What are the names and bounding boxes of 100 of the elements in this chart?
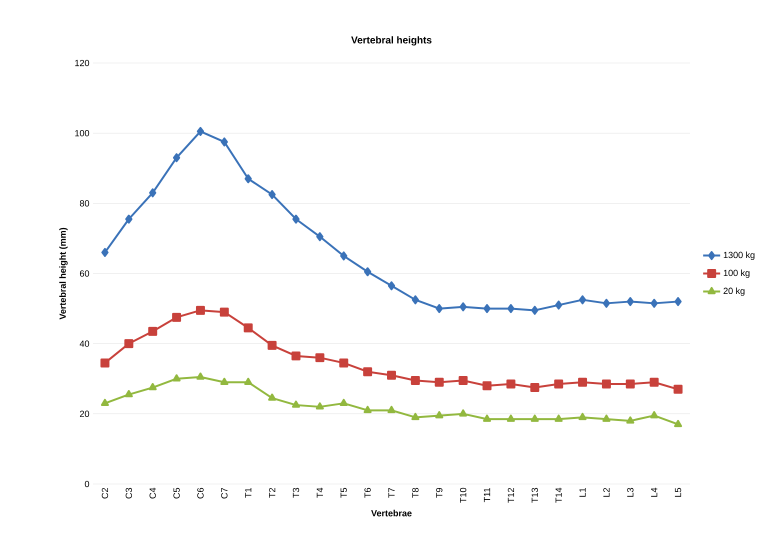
- point: [316, 402, 324, 410]
- x-tick-label: T13: [532, 488, 538, 503]
- point: [268, 340, 277, 350]
- point: [340, 398, 348, 406]
- point: [483, 304, 491, 314]
- x-tick-label: L1: [579, 488, 586, 497]
- point: [268, 394, 276, 401]
- point: [220, 308, 229, 317]
- point: [124, 390, 133, 398]
- point: [412, 295, 419, 304]
- point: [602, 298, 610, 308]
- y-tick-label: 120: [75, 60, 90, 66]
- y-tick-label: 20: [80, 410, 90, 418]
- point: [578, 295, 586, 304]
- y-tick-label: 80: [80, 200, 90, 207]
- legend-label: 1300 kg: [724, 252, 754, 260]
- point: [411, 412, 420, 420]
- point: [435, 411, 444, 418]
- point: [125, 214, 132, 224]
- x-tick-label: T5: [340, 488, 347, 498]
- x-tick-label: T6: [364, 488, 371, 498]
- x-tick-label: L3: [627, 488, 634, 497]
- x-tick-label: C6: [197, 488, 204, 499]
- point: [482, 381, 492, 390]
- point: [339, 358, 348, 368]
- y-tick-label: 60: [80, 270, 90, 277]
- point: [578, 378, 588, 387]
- point: [196, 372, 204, 380]
- point: [101, 248, 109, 257]
- point: [244, 323, 253, 332]
- point: [315, 353, 324, 362]
- point: [148, 383, 157, 390]
- point: [364, 406, 372, 414]
- point: [291, 351, 300, 360]
- x-tick-label: T4: [316, 488, 323, 498]
- x-tick-label: C4: [150, 488, 156, 499]
- point: [578, 412, 587, 420]
- point: [196, 126, 204, 136]
- point: [172, 153, 180, 162]
- chart-title: Vertebral heights: [351, 36, 432, 46]
- x-tick-label: L2: [603, 488, 610, 497]
- point: [506, 414, 515, 422]
- point: [506, 380, 516, 388]
- point: [436, 304, 443, 314]
- point: [507, 304, 515, 314]
- point: [674, 384, 683, 394]
- point: [554, 380, 564, 388]
- x-tick-label: L5: [674, 488, 682, 497]
- x-tick-label: T9: [436, 488, 442, 498]
- point: [196, 306, 205, 315]
- legend-label: 20 kg: [724, 287, 744, 296]
- y-tick-label: 100: [75, 130, 90, 136]
- x-axis-title: Vertebrae: [371, 510, 412, 516]
- point: [388, 281, 396, 290]
- point: [363, 367, 372, 376]
- point: [244, 174, 252, 184]
- point: [674, 420, 682, 428]
- point: [292, 400, 300, 408]
- point: [292, 214, 300, 224]
- point: [459, 409, 468, 417]
- point: [650, 298, 658, 308]
- y-tick-label: 0: [84, 480, 90, 488]
- legend-label: 100 kg: [724, 270, 750, 278]
- x-tick-label: T3: [292, 488, 300, 498]
- x-tick-label: T1: [245, 488, 252, 498]
- point: [650, 411, 658, 418]
- x-tick-label: T7: [388, 488, 395, 498]
- x-tick-label: T8: [412, 488, 419, 498]
- point: [626, 297, 634, 306]
- x-tick-label: T2: [268, 488, 276, 498]
- point: [674, 297, 682, 306]
- point: [316, 232, 324, 242]
- point: [483, 414, 492, 422]
- point: [172, 312, 182, 322]
- point: [124, 339, 134, 348]
- point: [149, 188, 156, 198]
- point: [410, 376, 420, 385]
- point: [387, 406, 396, 414]
- x-tick-label: C3: [126, 488, 132, 499]
- y-tick-label: 40: [80, 340, 90, 347]
- point: [244, 378, 252, 385]
- point: [650, 378, 659, 387]
- x-tick-label: C7: [221, 488, 228, 499]
- y-axis-title: Vertebral height (mm): [59, 228, 68, 320]
- x-tick-label: T11: [484, 488, 490, 502]
- x-tick-label: L4: [651, 488, 658, 497]
- point: [460, 302, 467, 312]
- point: [100, 398, 109, 406]
- x-tick-label: T12: [508, 488, 514, 503]
- point: [387, 370, 396, 380]
- point: [530, 383, 540, 392]
- point: [220, 378, 228, 385]
- point: [340, 251, 348, 260]
- point: [220, 137, 228, 146]
- point: [148, 326, 158, 336]
- x-tick-label: T14: [556, 488, 562, 503]
- point: [172, 374, 181, 382]
- x-tick-label: T10: [460, 488, 466, 503]
- point: [364, 267, 372, 276]
- point: [268, 190, 276, 200]
